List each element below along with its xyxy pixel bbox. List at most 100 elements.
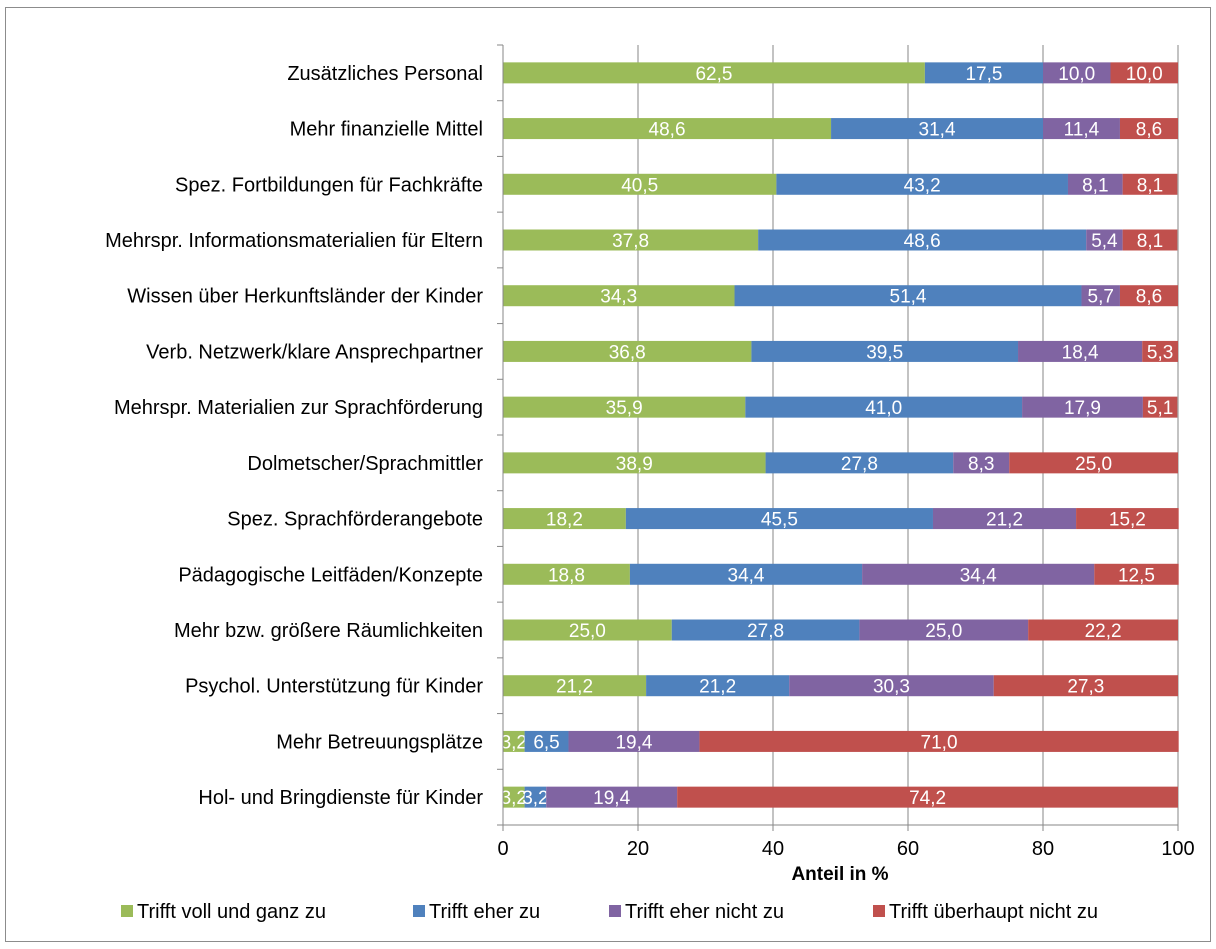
bar-segment <box>1142 396 1178 418</box>
legend-label: Trifft voll und ganz zu <box>137 901 326 923</box>
data-label: 39,5 <box>866 342 903 363</box>
bar-segment <box>1028 619 1178 641</box>
bar-segment <box>524 730 569 752</box>
data-label: 43,2 <box>904 175 941 196</box>
legend-label: Trifft überhaupt nicht zu <box>889 901 1098 923</box>
x-tick-label: 20 <box>627 838 649 860</box>
bars: 62,5 17,5 10,0 10,0 48,6 31,4 11,4 8,6 40,5 43,2 8… <box>501 62 1179 809</box>
bar-segment <box>503 675 647 697</box>
data-label: 12,5 <box>1118 565 1155 586</box>
bar-segment <box>629 563 863 585</box>
bar-segment <box>503 563 630 585</box>
category-label: Dolmetscher/Sprachmittler <box>247 453 483 475</box>
category-label: Hol- und Bringdienste für Kinder <box>198 787 483 809</box>
bar-segment <box>646 675 790 697</box>
data-label: 41,0 <box>865 398 902 419</box>
data-label: 35,9 <box>606 398 643 419</box>
data-label: 17,9 <box>1064 398 1101 419</box>
x-tick-label: 40 <box>762 838 784 860</box>
data-label: 21,2 <box>699 677 736 698</box>
bar-segment <box>1119 118 1178 140</box>
data-label: 6,5 <box>533 732 559 753</box>
bar-segment <box>1119 285 1178 307</box>
bar-segment <box>503 285 735 307</box>
bar-segment <box>993 675 1178 697</box>
x-tick-label: 60 <box>897 838 919 860</box>
data-label: 17,5 <box>965 64 1002 85</box>
data-label: 27,8 <box>841 454 878 475</box>
data-label: 36,8 <box>609 342 646 363</box>
category-label: Mehr Betreuungsplätze <box>276 731 483 753</box>
bar-segment <box>625 508 933 530</box>
data-label: 45,5 <box>761 510 798 531</box>
category-label: Pädagogische Leitfäden/Konzepte <box>178 564 483 586</box>
category-label: Zusätzliches Personal <box>287 63 483 85</box>
data-label: 19,4 <box>593 788 630 809</box>
data-label: 15,2 <box>1109 510 1146 531</box>
data-label: 8,1 <box>1137 175 1163 196</box>
data-label: 21,2 <box>556 677 593 698</box>
data-label: 8,1 <box>1082 175 1108 196</box>
bar-segment <box>503 118 832 140</box>
bar-segment <box>758 229 1087 251</box>
category-label: Mehrspr. Informationsmaterialien für Elt… <box>105 230 483 252</box>
data-label: 22,2 <box>1085 621 1122 642</box>
data-label: 3,2 <box>522 788 548 809</box>
data-label: 25,0 <box>569 621 606 642</box>
legend-swatch <box>609 905 621 917</box>
bar-segment <box>734 285 1082 307</box>
bar-segment <box>503 508 626 530</box>
bar-segment <box>953 452 1010 474</box>
category-label: Psychol. Unterstützung für Kinder <box>185 676 483 698</box>
legend: Trifft voll und ganz zu Trifft eher zu Tri… <box>121 901 1098 923</box>
bar-segment <box>1110 62 1178 84</box>
bar-segment <box>1122 173 1178 195</box>
data-label: 3,2 <box>501 788 527 809</box>
data-label: 25,0 <box>925 621 962 642</box>
bar-segment <box>765 452 954 474</box>
data-label: 19,4 <box>615 732 652 753</box>
x-axis: 0 20 40 60 80 100 <box>497 44 1195 860</box>
bar-segment <box>503 619 672 641</box>
data-label: 18,4 <box>1062 342 1099 363</box>
bar-segment <box>1081 285 1120 307</box>
gridlines <box>637 45 1179 825</box>
category-label: Verb. Netzwerk/klare Ansprechpartner <box>146 341 483 363</box>
data-label: 51,4 <box>890 287 927 308</box>
data-label: 37,8 <box>612 231 649 252</box>
data-label: 10,0 <box>1058 64 1095 85</box>
x-axis-title: Anteil in % <box>791 864 888 885</box>
bar-segment <box>831 118 1043 140</box>
data-label: 25,0 <box>1075 454 1112 475</box>
bar-segment <box>568 730 700 752</box>
bar-segment <box>924 62 1043 84</box>
chart-frame <box>5 7 1211 942</box>
data-label: 5,7 <box>1088 287 1114 308</box>
bar-segment <box>1022 396 1143 418</box>
data-label: 62,5 <box>695 64 732 85</box>
bar-segment <box>671 619 860 641</box>
legend-swatch <box>873 905 885 917</box>
bar-segment <box>1086 229 1123 251</box>
data-label: 34,4 <box>728 565 765 586</box>
category-label: Mehr finanzielle Mittel <box>290 119 483 141</box>
data-label: 3,2 <box>501 732 527 753</box>
data-label: 5,3 <box>1147 342 1173 363</box>
x-tick-label: 80 <box>1032 838 1054 860</box>
bar-segment <box>1018 340 1143 362</box>
data-label: 27,8 <box>747 621 784 642</box>
bar-segment <box>503 730 525 752</box>
bar-segment <box>699 730 1179 752</box>
data-label: 34,3 <box>600 287 637 308</box>
bar-segment <box>1067 173 1123 195</box>
bar-segment <box>1076 508 1179 530</box>
bar-segment <box>862 563 1095 585</box>
data-label: 34,4 <box>960 565 997 586</box>
data-label: 48,6 <box>904 231 941 252</box>
data-label: 18,2 <box>546 510 583 531</box>
data-label: 5,4 <box>1091 231 1118 252</box>
bar-segment <box>503 62 925 84</box>
data-label: 8,1 <box>1137 231 1163 252</box>
bar-segment <box>1009 452 1178 474</box>
bar-segment <box>789 675 994 697</box>
